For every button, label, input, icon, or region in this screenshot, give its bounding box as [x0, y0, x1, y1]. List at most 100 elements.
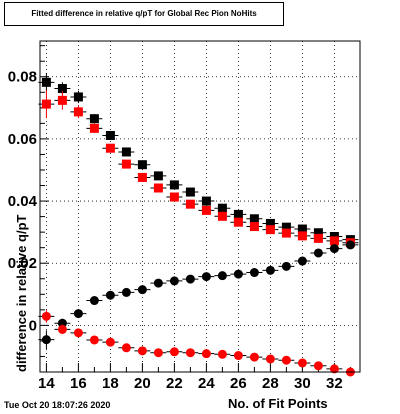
data-point-circle [217, 349, 227, 359]
data-point-square [249, 214, 259, 224]
data-point-circle [57, 318, 67, 328]
x-tick-label: 18 [102, 375, 119, 392]
data-point-circle [89, 296, 99, 306]
data-point-circle [297, 358, 307, 368]
data-point-circle [73, 328, 83, 338]
data-point-square [89, 123, 99, 133]
data-point-square [217, 211, 227, 221]
x-tick-label: 28 [262, 375, 279, 392]
data-point-circle [169, 276, 179, 286]
data-point-circle [233, 269, 243, 279]
data-point-square [121, 159, 131, 169]
data-point-circle [265, 265, 275, 275]
x-tick-label: 24 [198, 375, 215, 392]
y-axis-label: difference in relative q/pT [14, 214, 29, 373]
data-point-circle [153, 348, 163, 358]
data-point-square [329, 236, 339, 246]
data-point-circle [249, 352, 259, 362]
data-point-square [73, 107, 83, 117]
data-point-circle [217, 271, 227, 281]
data-point-circle [329, 364, 339, 374]
data-point-circle [185, 274, 195, 284]
data-point-square [41, 99, 51, 109]
data-point-square [281, 222, 291, 232]
data-point-square [313, 233, 323, 243]
y-tick-label: 0.06 [8, 131, 37, 148]
data-point-circle [137, 346, 147, 356]
data-point-square [249, 222, 259, 232]
x-tick-label: 20 [134, 375, 151, 392]
y-tick-label: 0.04 [8, 193, 38, 210]
y-tick-label: 0.08 [8, 69, 37, 86]
axis-ticks [40, 45, 351, 373]
data-point-square [57, 95, 67, 105]
data-point-circle [329, 244, 339, 254]
data-point-square [185, 187, 195, 197]
x-tick-label: 22 [166, 375, 183, 392]
data-point-square [57, 84, 67, 94]
data-point-square [217, 203, 227, 213]
data-point-square [201, 196, 211, 206]
data-point-square [89, 114, 99, 124]
data-point-square [121, 147, 131, 157]
data-point-circle [313, 361, 323, 371]
x-tick-label: 14 [38, 375, 55, 392]
data-point-square [153, 171, 163, 181]
data-point-circle [345, 240, 355, 250]
data-point-square [137, 160, 147, 170]
data-point-circle [41, 311, 51, 321]
data-point-circle [105, 337, 115, 347]
data-point-circle [169, 347, 179, 357]
data-point-circle [201, 349, 211, 359]
data-point-square [73, 92, 83, 102]
title-box: Fitted difference in relative q/pT for G… [4, 2, 284, 26]
data-point-circle [185, 348, 195, 358]
data-point-circle [57, 324, 67, 334]
data-point-square [233, 209, 243, 219]
data-point-square [297, 224, 307, 234]
data-point-circle [297, 256, 307, 266]
data-point-circle [105, 290, 115, 300]
data-point-square [41, 77, 51, 87]
x-tick-label: 30 [294, 375, 311, 392]
data-point-circle [153, 278, 163, 288]
data-point-circle [137, 285, 147, 295]
y-tick-label: 0 [29, 317, 37, 334]
data-point-square [281, 228, 291, 238]
data-point-circle [73, 309, 83, 319]
data-point-square [265, 225, 275, 235]
data-point-circle [41, 335, 51, 345]
data-point-circle [313, 248, 323, 258]
data-point-circle [249, 268, 259, 278]
grid-lines [40, 41, 360, 372]
data-point-square [169, 180, 179, 190]
x-tick-label: 26 [230, 375, 247, 392]
data-point-circle [121, 343, 131, 353]
data-point-square [105, 143, 115, 153]
data-point-square [201, 205, 211, 215]
data-point-circle [281, 261, 291, 271]
data-point-circle [281, 355, 291, 365]
data-markers [38, 73, 359, 377]
y-tick-label: 0.02 [8, 255, 37, 272]
x-tick-label: 32 [326, 375, 343, 392]
data-point-square [313, 228, 323, 238]
data-point-square [297, 231, 307, 241]
data-point-square [233, 217, 243, 227]
data-point-square [105, 130, 115, 140]
data-point-circle [265, 354, 275, 364]
data-point-square [153, 183, 163, 193]
tick-labels: 14 16 18 20 22 24 26 28 30 32 0 0.02 0.04 0.06 0.08 [8, 69, 343, 392]
x-tick-label: 16 [70, 375, 87, 392]
chart-title: Fitted difference in relative q/pT for G… [31, 9, 257, 18]
data-point-square [169, 192, 179, 202]
data-point-circle [201, 272, 211, 282]
data-point-square [137, 172, 147, 182]
data-point-circle [121, 287, 131, 297]
timestamp: Tue Oct 20 18:07:26 2020 [4, 400, 111, 410]
data-point-circle [89, 335, 99, 345]
data-point-circle [233, 351, 243, 361]
data-point-square [185, 199, 195, 209]
x-axis-label: No. of Fit Points [228, 396, 328, 411]
